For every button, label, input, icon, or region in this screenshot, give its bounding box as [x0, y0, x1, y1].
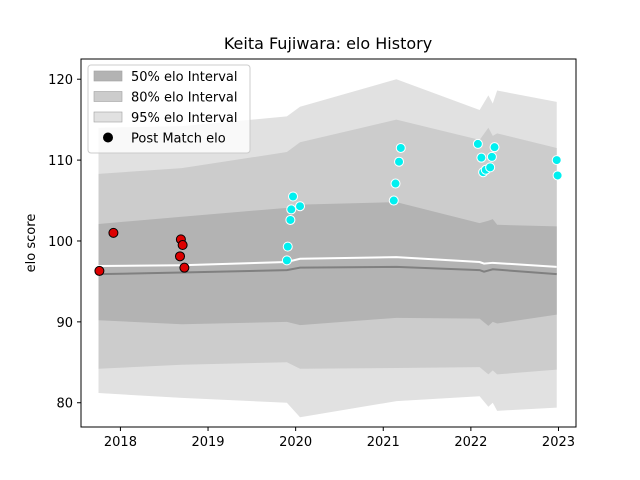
legend-label: Post Match elo: [131, 132, 226, 147]
match-point: [395, 142, 406, 153]
match-point: [552, 170, 563, 181]
match-point: [551, 155, 562, 166]
legend-swatch: [93, 91, 123, 102]
match-point: [179, 262, 190, 273]
y-axis-label: elo score: [24, 214, 39, 273]
match-point: [108, 227, 119, 238]
x-tick-label: 2019: [191, 435, 224, 450]
chart-title: Keita Fujiwara: elo History: [224, 34, 432, 53]
x-tick-label: 2022: [454, 435, 487, 450]
match-point: [282, 241, 293, 252]
mean-line: [98, 265, 557, 276]
match-point: [175, 251, 185, 262]
legend-swatch: [93, 70, 123, 82]
legend-label: 95% elo Interval: [131, 111, 238, 126]
match-point: [489, 142, 500, 153]
legend-label: 50% elo Interval: [131, 70, 238, 85]
legend: 50% elo Interval 80% elo Interval 95% elo …: [87, 64, 251, 154]
match-point: [476, 152, 487, 163]
legend-marker: [103, 132, 113, 143]
x-axis: 2018 2019 2020 2021 2022 2023: [104, 427, 575, 450]
x-tick-label: 2020: [279, 435, 312, 450]
y-tick-label: 80: [56, 397, 73, 412]
median-line: [98, 256, 557, 268]
match-point: [286, 204, 297, 215]
x-tick-label: 2018: [104, 435, 137, 450]
match-point: [281, 255, 292, 266]
interval-band-2: [98, 202, 557, 326]
match-point: [394, 156, 405, 167]
y-tick-label: 110: [48, 154, 73, 169]
match-point: [285, 214, 296, 225]
legend-box: [87, 64, 251, 154]
match-point: [472, 138, 483, 149]
y-tick-label: 100: [48, 235, 73, 250]
y-tick-label: 120: [48, 73, 73, 88]
match-point: [288, 191, 299, 202]
match-point: [486, 151, 497, 162]
x-tick-label: 2023: [542, 435, 575, 450]
match-point: [295, 201, 306, 212]
y-tick-label: 90: [56, 316, 73, 331]
plot-area: [80, 58, 577, 428]
match-point: [390, 178, 401, 189]
match-point: [485, 162, 496, 173]
match-point: [94, 265, 105, 276]
match-point: [177, 240, 188, 251]
legend-label: 80% elo Interval: [131, 91, 238, 106]
match-point: [388, 195, 399, 206]
y-axis: 80 90 100 110 120: [48, 73, 81, 412]
axes-frame: [80, 58, 577, 428]
x-tick-label: 2021: [367, 435, 400, 450]
legend-swatch: [93, 111, 123, 123]
